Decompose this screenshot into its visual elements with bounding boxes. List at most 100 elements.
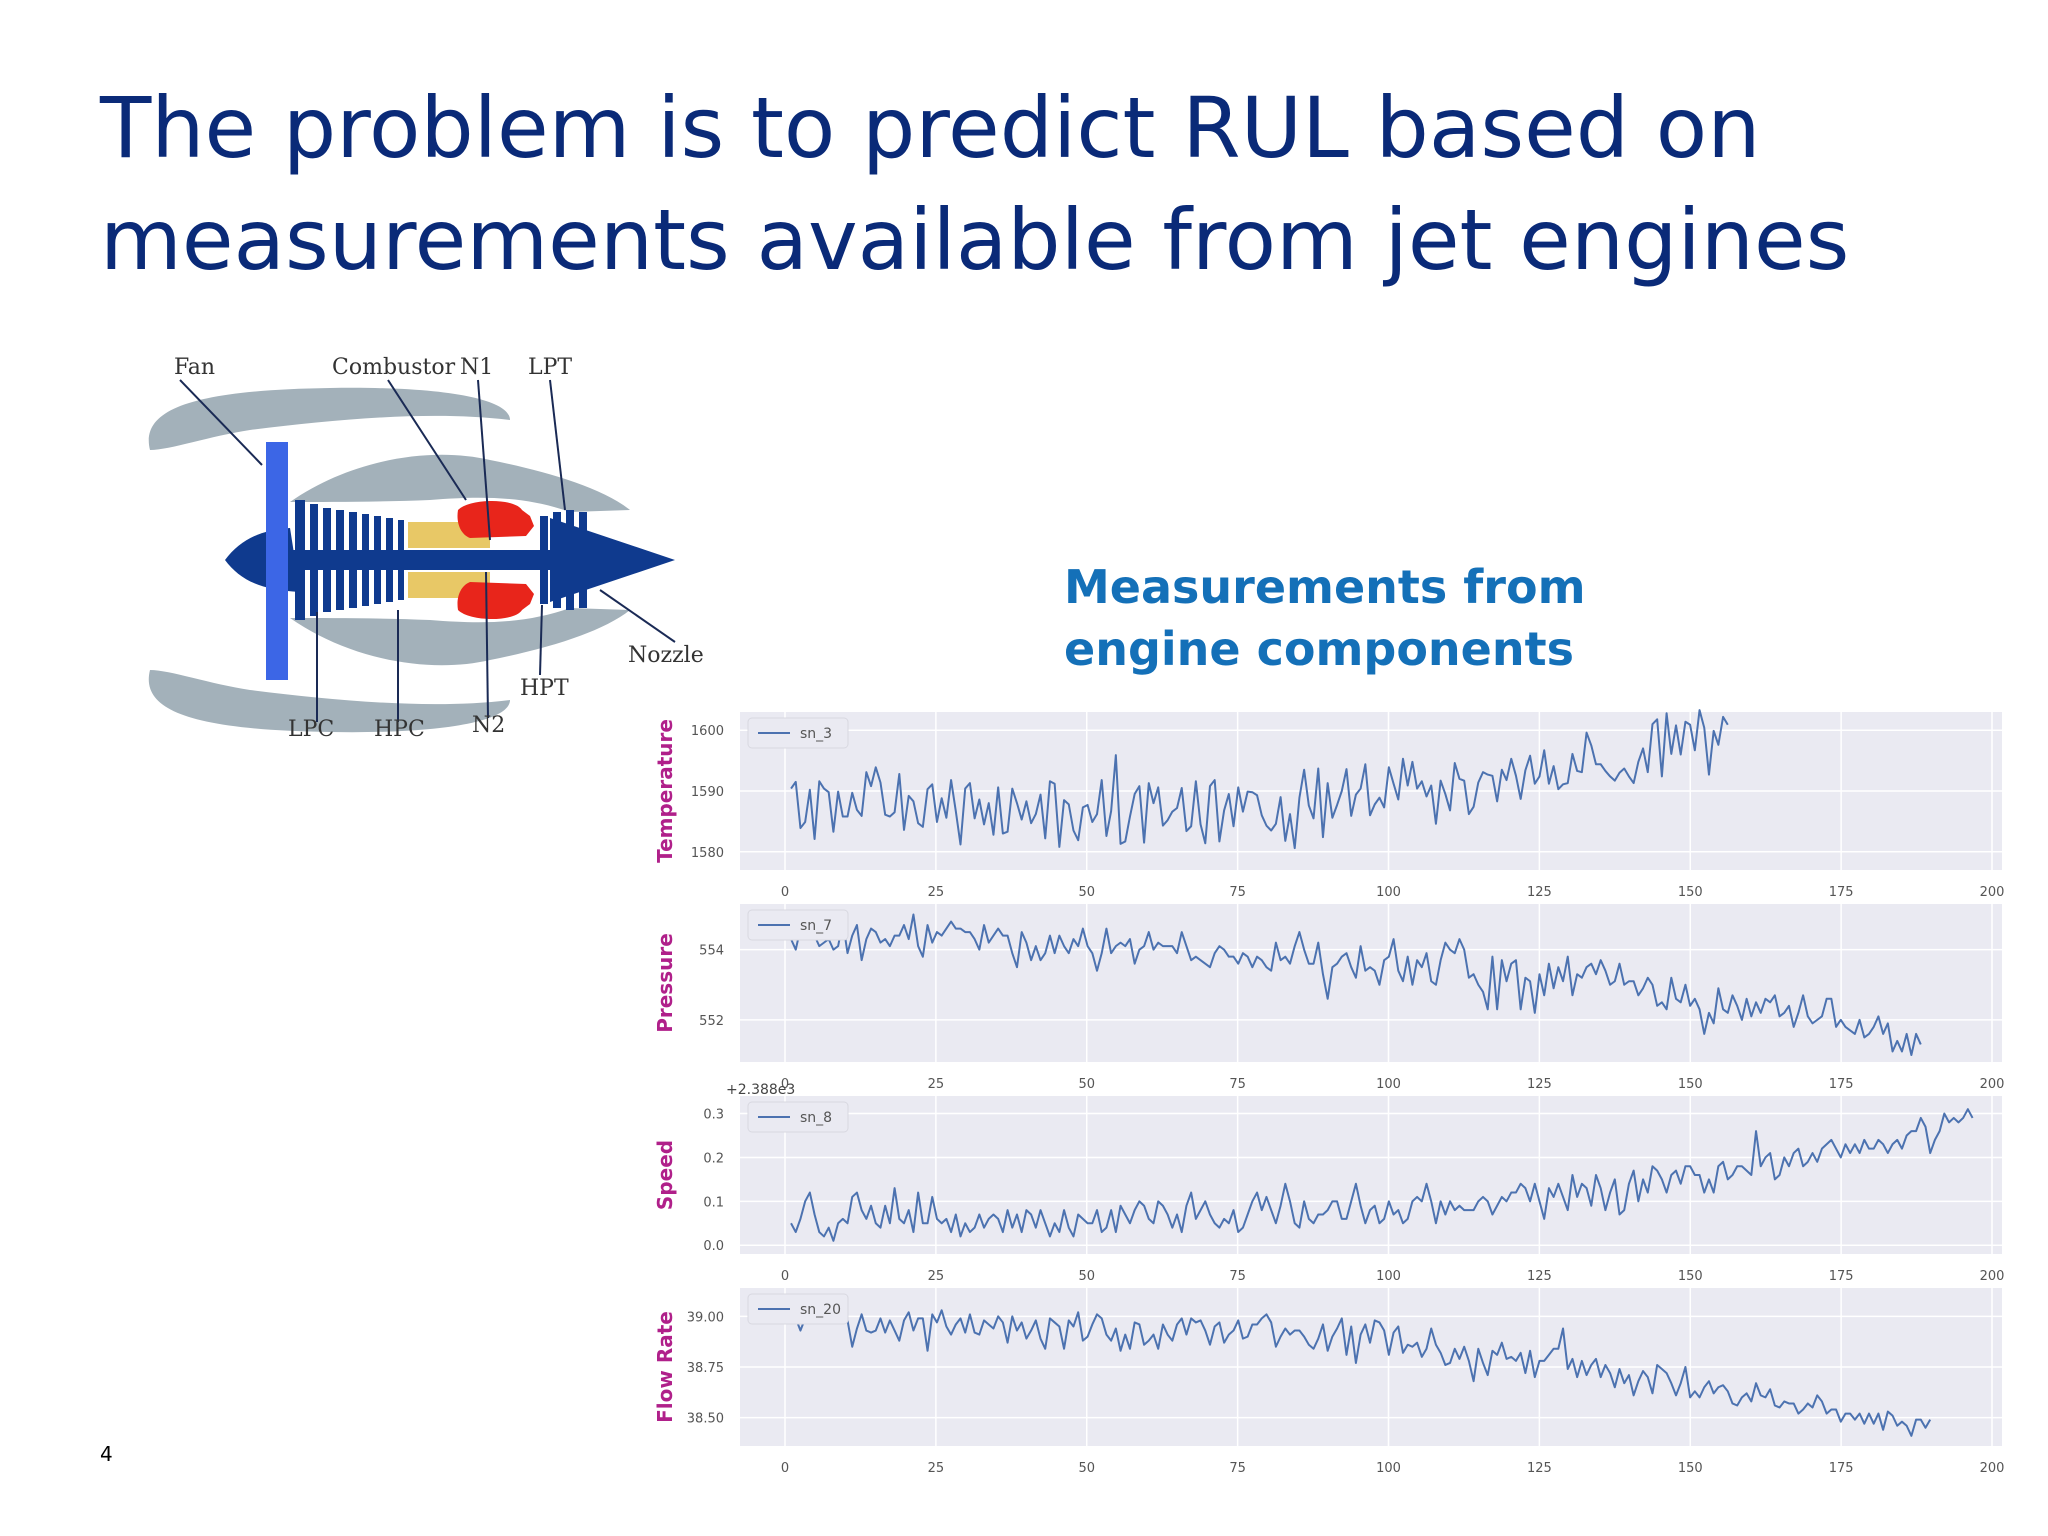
chart-panel-4: 0 25 50 75 100 125 150 175 200 38.50 38.75 39.00 sn_… bbox=[653, 1288, 2004, 1476]
x-tick-label: 200 bbox=[1980, 1461, 2005, 1476]
y-tick-label: 1600 bbox=[691, 724, 724, 739]
leader-lines bbox=[179, 379, 676, 722]
y-axis-label: Speed bbox=[653, 1140, 677, 1210]
legend-box bbox=[747, 1101, 849, 1133]
x-tick-label: 0 bbox=[781, 1077, 789, 1092]
x-tick-label: 75 bbox=[1229, 885, 1246, 900]
x-tick-label: 75 bbox=[1229, 1461, 1246, 1476]
x-tick-label: 150 bbox=[1678, 1077, 1703, 1092]
charts-subtitle: Measurements from engine components bbox=[1064, 556, 1586, 680]
legend: sn_8 bbox=[747, 1101, 849, 1133]
x-tick-label: 25 bbox=[928, 1077, 945, 1092]
x-tick-label: 175 bbox=[1829, 1077, 1854, 1092]
turbine-blades bbox=[540, 510, 587, 610]
combustor-top bbox=[457, 501, 534, 538]
y-axis-label: Pressure bbox=[653, 933, 677, 1033]
x-tick-label: 100 bbox=[1376, 1269, 1401, 1284]
y-tick-label: 1590 bbox=[691, 785, 724, 800]
x-tick-label: 75 bbox=[1229, 1077, 1246, 1092]
x-tick-label: 175 bbox=[1829, 1269, 1854, 1284]
y-tick-label: 552 bbox=[699, 1014, 724, 1029]
y-tick-label: 39.00 bbox=[687, 1310, 724, 1325]
legend-box bbox=[747, 1293, 849, 1325]
y-tick-label: 38.75 bbox=[687, 1361, 724, 1376]
y-tick-label: 0.2 bbox=[703, 1151, 724, 1166]
slide-title-line-2: measurements available from jet engines bbox=[100, 191, 1850, 289]
nacelle-bottom bbox=[148, 670, 510, 733]
x-tick-label: 150 bbox=[1678, 1461, 1703, 1476]
x-tick-label: 150 bbox=[1678, 885, 1703, 900]
label-n1: N1 bbox=[460, 355, 493, 380]
x-tick-label: 175 bbox=[1829, 1461, 1854, 1476]
series-line-sn_3 bbox=[790, 709, 1729, 850]
page-number: 4 bbox=[100, 1442, 113, 1466]
legend: sn_20 bbox=[747, 1293, 849, 1325]
compressor-blades bbox=[295, 500, 404, 620]
axis-offset-label: +2.388e3 bbox=[726, 1082, 795, 1098]
y-tick-label: 38.50 bbox=[687, 1412, 724, 1427]
sensor-charts: 0 25 50 75 100 125 150 175 200 1580 1590 1600 sn_3 Te… bbox=[653, 709, 2005, 1476]
jet-engine-diagram: Fan Combustor N1 LPT Nozzle HPT LPC HPC … bbox=[148, 355, 704, 742]
x-tick-label: 200 bbox=[1980, 885, 2005, 900]
x-tick-label: 125 bbox=[1527, 1077, 1552, 1092]
subtitle-line-2: engine components bbox=[1064, 622, 1574, 676]
legend-box bbox=[747, 717, 849, 749]
x-tick-label: 100 bbox=[1376, 1461, 1401, 1476]
legend-label: sn_3 bbox=[800, 726, 832, 742]
x-tick-label: 25 bbox=[928, 1269, 945, 1284]
chart-panel-2: 0 25 50 75 100 125 150 175 200 552 554 sn_7 Pressure bbox=[653, 904, 2004, 1092]
legend-label: sn_20 bbox=[800, 1302, 841, 1318]
x-tick-label: 0 bbox=[781, 1269, 789, 1284]
plot-area bbox=[740, 1096, 2002, 1254]
x-tick-label: 0 bbox=[781, 885, 789, 900]
label-hpt: HPT bbox=[520, 676, 569, 701]
x-tick-label: 50 bbox=[1078, 1077, 1095, 1092]
legend-label: sn_7 bbox=[800, 918, 832, 934]
fan-blade bbox=[266, 442, 288, 680]
x-tick-label: 50 bbox=[1078, 1461, 1095, 1476]
subtitle-line-1: Measurements from bbox=[1064, 560, 1586, 614]
nacelle-top bbox=[148, 387, 510, 450]
label-nozzle: Nozzle bbox=[628, 643, 704, 668]
y-tick-label: 0.1 bbox=[703, 1195, 724, 1210]
series-line-sn_8 bbox=[790, 1108, 1974, 1242]
x-tick-label: 50 bbox=[1078, 885, 1095, 900]
core-casing-bottom bbox=[290, 608, 630, 666]
slide-title-line-1: The problem is to predict RUL based on bbox=[100, 79, 1761, 177]
chart-panel-1: 0 25 50 75 100 125 150 175 200 1580 1590 1600 sn_3 Te… bbox=[653, 709, 2005, 900]
x-tick-label: 50 bbox=[1078, 1269, 1095, 1284]
x-tick-label: 100 bbox=[1376, 1077, 1401, 1092]
x-tick-label: 175 bbox=[1829, 885, 1854, 900]
y-tick-label: 0.0 bbox=[703, 1239, 724, 1254]
label-hpc: HPC bbox=[374, 717, 425, 742]
legend: sn_3 bbox=[747, 717, 849, 749]
core-casing-top bbox=[290, 454, 630, 512]
x-tick-label: 125 bbox=[1527, 885, 1552, 900]
x-tick-label: 75 bbox=[1229, 1269, 1246, 1284]
x-tick-label: 150 bbox=[1678, 1269, 1703, 1284]
label-lpt: LPT bbox=[528, 355, 572, 380]
legend-label: sn_8 bbox=[800, 1110, 832, 1126]
plot-area bbox=[740, 904, 2002, 1062]
x-tick-label: 200 bbox=[1980, 1077, 2005, 1092]
y-tick-label: 554 bbox=[699, 944, 724, 959]
x-tick-label: 25 bbox=[928, 1461, 945, 1476]
x-tick-label: 200 bbox=[1980, 1269, 2005, 1284]
x-tick-label: 125 bbox=[1527, 1269, 1552, 1284]
label-lpc: LPC bbox=[288, 717, 334, 742]
chart-panel-3: 0 25 50 75 100 125 150 175 200 0.0 0.1 0.2 0.3 sn_8 +2… bbox=[653, 1082, 2004, 1284]
y-tick-label: 0.3 bbox=[703, 1108, 724, 1123]
combustor-bottom bbox=[457, 582, 534, 619]
legend-box bbox=[747, 909, 849, 941]
x-tick-label: 25 bbox=[928, 885, 945, 900]
label-combustor: Combustor bbox=[332, 355, 456, 380]
label-fan: Fan bbox=[174, 355, 215, 380]
series-line-sn_20 bbox=[790, 1299, 1932, 1437]
x-tick-label: 100 bbox=[1376, 885, 1401, 900]
y-tick-label: 1580 bbox=[691, 846, 724, 861]
y-axis-label: Flow Rate bbox=[653, 1311, 677, 1423]
series-line-sn_7 bbox=[790, 913, 1922, 1056]
x-tick-label: 0 bbox=[781, 1461, 789, 1476]
x-tick-label: 125 bbox=[1527, 1461, 1552, 1476]
legend: sn_7 bbox=[747, 909, 849, 941]
